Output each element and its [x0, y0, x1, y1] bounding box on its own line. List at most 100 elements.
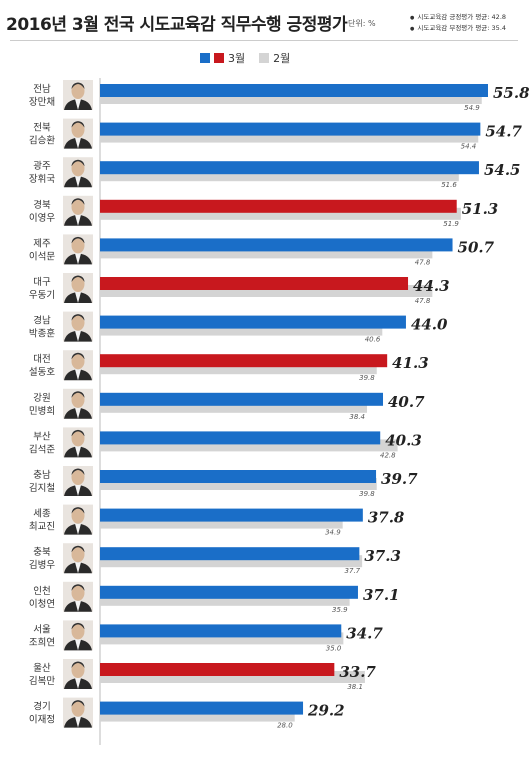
category-region-label: 경북 [33, 199, 51, 211]
bar-march [100, 624, 342, 638]
category-name-label: 우동기 [29, 290, 55, 301]
category-region-label: 충남 [33, 470, 51, 481]
data-label-march: 33.7 [339, 663, 376, 681]
category-name-label: 이석문 [29, 251, 55, 262]
category-region-label: 경남 [33, 315, 51, 327]
portrait-avatar [63, 118, 93, 149]
bar-march [100, 701, 304, 715]
category-region-label: 광주 [33, 160, 51, 172]
category-name-label: 이재정 [29, 715, 55, 726]
bar-march [100, 392, 384, 406]
data-label-february: 35.0 [326, 644, 342, 652]
portrait-avatar [63, 80, 93, 110]
bar-march [100, 238, 453, 252]
category-region-label: 전북 [33, 123, 51, 134]
portrait-avatar [63, 620, 93, 651]
category-name-label: 김복만 [29, 675, 55, 687]
bar-march [100, 354, 388, 368]
bar-march [100, 277, 409, 290]
data-label-february: 42.8 [380, 451, 396, 459]
category-region-label: 전남 [33, 84, 51, 95]
title-divider [10, 40, 518, 41]
data-label-february: 38.4 [349, 413, 365, 421]
category-region-label: 부산 [33, 431, 51, 442]
bar-march [100, 470, 377, 483]
data-label-february: 38.1 [347, 683, 363, 691]
bar-march [100, 508, 363, 522]
bar-march [100, 585, 358, 599]
category-region-label: 강원 [33, 393, 50, 404]
bar-march [100, 547, 360, 561]
chart-title: 2016년 3월 전국 시도교육감 직무수행 긍정평가 [6, 15, 348, 35]
data-label-february: 47.8 [415, 297, 431, 305]
data-label-february: 47.8 [415, 258, 431, 266]
portrait-avatar [63, 388, 93, 419]
data-label-march: 55.8 [493, 84, 530, 102]
category-name-label: 김승환 [29, 135, 55, 147]
category-name-label: 김석준 [29, 443, 55, 455]
bar-march [100, 84, 488, 97]
data-label-march: 54.5 [484, 161, 521, 179]
unit-label: 단위: % [348, 19, 376, 28]
category-region-label: 대구 [33, 277, 51, 288]
data-label-march: 41.3 [392, 354, 429, 372]
data-label-march: 29.2 [307, 702, 345, 720]
data-label-march: 44.0 [411, 316, 448, 334]
category-region-label: 충북 [33, 547, 51, 558]
category-name-label: 김지철 [29, 482, 55, 494]
average-notes: 시도교육감 긍정평가 평균: 42.8 시도교육감 부정평가 평균: 35.4 [410, 12, 506, 34]
bar-march [100, 431, 381, 445]
data-label-february: 51.9 [443, 220, 459, 228]
data-label-february: 28.0 [277, 722, 293, 730]
legend-swatch-blue [200, 53, 210, 63]
category-name-label: 장만채 [29, 97, 55, 108]
data-label-march: 51.3 [462, 200, 499, 218]
portrait-avatar [63, 195, 93, 226]
data-label-march: 39.7 [381, 470, 418, 488]
data-label-march: 50.7 [458, 238, 495, 256]
bar-march [100, 663, 335, 676]
category-name-label: 장휘국 [29, 174, 55, 185]
category-name-label: 이영우 [29, 213, 55, 224]
portrait-avatar [63, 427, 93, 458]
bar-march [100, 122, 481, 136]
data-label-february: 54.9 [464, 104, 480, 112]
legend-swatch-red [214, 53, 224, 63]
category-region-label: 경기 [33, 701, 50, 713]
data-label-february: 34.9 [325, 529, 341, 537]
portrait-avatar [63, 466, 93, 496]
legend-swatch-gray [259, 53, 270, 63]
data-label-march: 54.7 [485, 123, 522, 141]
legend-item-march: 3월 [200, 50, 245, 66]
portrait-avatar [63, 157, 93, 188]
bar-march [100, 161, 479, 175]
data-label-february: 39.8 [359, 490, 375, 498]
category-name-label: 설동호 [29, 367, 55, 378]
category-name-label: 김병우 [29, 559, 55, 571]
category-name-label: 박종훈 [29, 328, 55, 340]
portrait-avatar [63, 659, 93, 689]
category-region-label: 울산 [33, 663, 51, 674]
category-region-label: 인천 [33, 586, 50, 597]
portrait-avatar [63, 234, 93, 265]
portrait-avatar [63, 697, 93, 728]
category-name-label: 민병희 [29, 406, 55, 417]
data-label-february: 51.6 [441, 181, 457, 189]
bar-march [100, 315, 406, 329]
category-region-label: 대전 [33, 354, 50, 365]
category-region-label: 제주 [33, 238, 51, 249]
data-label-march: 37.8 [368, 509, 405, 527]
data-label-february: 40.6 [365, 336, 381, 344]
category-region-label: 서울 [33, 624, 51, 635]
portrait-avatar [63, 581, 93, 612]
portrait-avatar [63, 543, 93, 574]
category-name-label: 조희연 [29, 637, 55, 648]
portrait-avatar [63, 504, 93, 535]
category-name-label: 최교진 [29, 522, 55, 533]
data-label-march: 37.1 [363, 586, 400, 604]
legend-item-february: 2월 [259, 50, 290, 66]
category-region-label: 세종 [33, 509, 51, 520]
portrait-avatar [63, 273, 93, 303]
data-label-march: 40.7 [388, 393, 425, 411]
